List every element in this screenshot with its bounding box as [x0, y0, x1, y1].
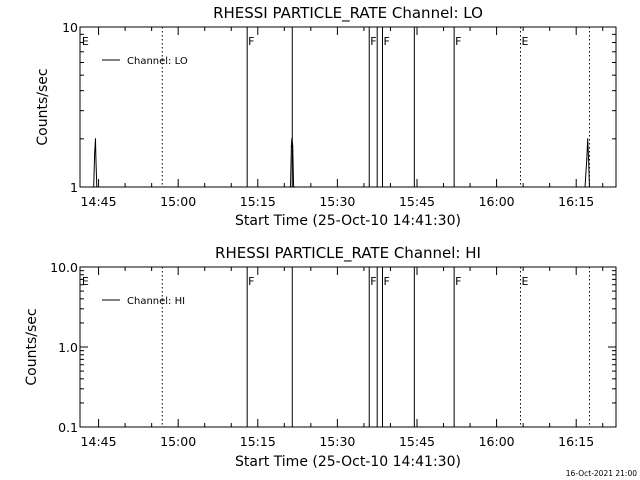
x-tick-label: 15:30 [319, 194, 355, 209]
x-tick-label: 15:30 [319, 434, 355, 449]
event-marker-label: F [370, 275, 376, 288]
data-point [93, 186, 95, 188]
x-tick-label: 15:45 [399, 194, 435, 209]
data-point [293, 186, 296, 188]
x-tick-label: 14:45 [81, 194, 117, 209]
footer-timestamp: 16-Oct-2021 21:00 [566, 469, 637, 478]
y-tick-label: 10 [62, 20, 78, 35]
event-marker-label: E [82, 275, 89, 288]
data-point [586, 158, 588, 160]
y-tick-label: 1 [70, 180, 78, 195]
data-point [96, 186, 98, 188]
x-tick-label: 15:15 [240, 194, 276, 209]
legend-label: Channel: LO [127, 56, 188, 67]
y-tick-label: 10.0 [50, 260, 78, 275]
x-tick-label: 16:15 [558, 434, 594, 449]
data-point [95, 158, 97, 160]
event-marker-label: F [248, 35, 254, 48]
x-tick-label: 15:00 [160, 434, 196, 449]
chart-title: RHESSI PARTICLE_RATE Channel: LO [213, 4, 483, 23]
x-tick-label: 16:00 [479, 194, 515, 209]
data-point [587, 138, 589, 140]
event-marker-label: F [455, 275, 461, 288]
x-tick-label: 15:15 [240, 434, 276, 449]
data-point [289, 186, 291, 188]
y-axis-label: Counts/sec [35, 68, 51, 145]
y-tick-label: 1.0 [58, 340, 78, 355]
legend-label: Channel: HI [127, 296, 185, 307]
event-marker-label: E [521, 35, 528, 48]
data-point [94, 138, 97, 140]
data-point [93, 153, 96, 155]
x-tick-label: 16:15 [558, 194, 594, 209]
data-point [291, 138, 293, 140]
data-point [584, 186, 586, 188]
event-marker-label: F [383, 35, 389, 48]
data-point [587, 158, 590, 160]
data-point [588, 186, 591, 188]
event-marker-label: F [455, 35, 461, 48]
data-point [289, 186, 292, 188]
event-marker-label: F [248, 275, 254, 288]
x-tick-label: 14:45 [81, 434, 117, 449]
data-point [290, 145, 292, 147]
x-tick-label: 16:00 [479, 434, 515, 449]
x-tick-label: 15:00 [160, 194, 196, 209]
x-tick-label: 15:45 [399, 434, 435, 449]
data-point [90, 186, 93, 188]
x-axis-label: Start Time (25-Oct-10 14:41:30) [235, 213, 461, 229]
y-axis-label: Counts/sec [24, 308, 40, 385]
series-line-1 [91, 138, 590, 188]
chart-title: RHESSI PARTICLE_RATE Channel: HI [215, 244, 481, 263]
y-tick-label: 0.1 [58, 420, 78, 435]
event-marker-label: E [521, 275, 528, 288]
event-marker-label: E [82, 35, 89, 48]
event-marker-label: F [370, 35, 376, 48]
event-marker-label: F [383, 275, 389, 288]
data-point [293, 186, 295, 188]
data-point [292, 145, 294, 147]
x-axis-label: Start Time (25-Oct-10 14:41:30) [235, 454, 461, 470]
